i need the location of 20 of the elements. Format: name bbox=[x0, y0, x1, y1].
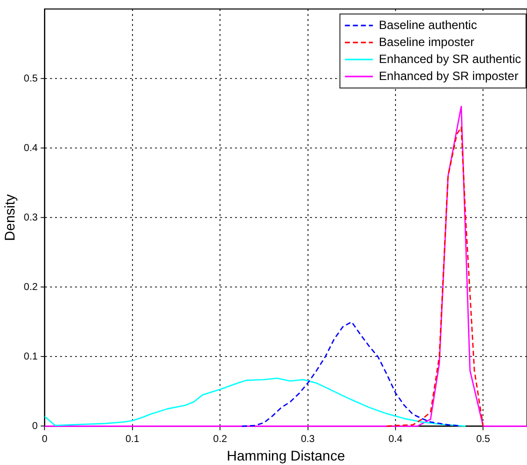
y-axis-title: Density bbox=[1, 194, 18, 241]
x-tick-label: 0.1 bbox=[125, 434, 140, 445]
x-tick-label: 0.3 bbox=[300, 434, 316, 445]
line-series bbox=[241, 321, 462, 427]
x-tick-label: 0.4 bbox=[388, 434, 403, 445]
legend-label: Enhanced by SR imposter bbox=[378, 68, 518, 83]
x-tick-label: 0.5 bbox=[476, 434, 491, 445]
y-tick-label: 0.4 bbox=[24, 142, 38, 154]
line-series bbox=[386, 126, 484, 427]
legend-label: Baseline authentic bbox=[378, 18, 477, 32]
y-tick-label: 0 bbox=[32, 420, 38, 432]
x-axis-title: Hamming Distance bbox=[226, 447, 346, 464]
y-tick-label: 0.5 bbox=[24, 73, 38, 84]
x-tick-label: 0 bbox=[42, 434, 48, 445]
legend-label: Baseline imposter bbox=[378, 34, 474, 49]
y-tick-label: 0.2 bbox=[24, 282, 38, 293]
x-tick-label: 0.2 bbox=[213, 434, 228, 445]
y-tick-label: 0.3 bbox=[24, 212, 38, 224]
legend-label: Enhanced by SR authentic bbox=[378, 52, 522, 66]
y-tick-label: 0.1 bbox=[24, 351, 38, 362]
